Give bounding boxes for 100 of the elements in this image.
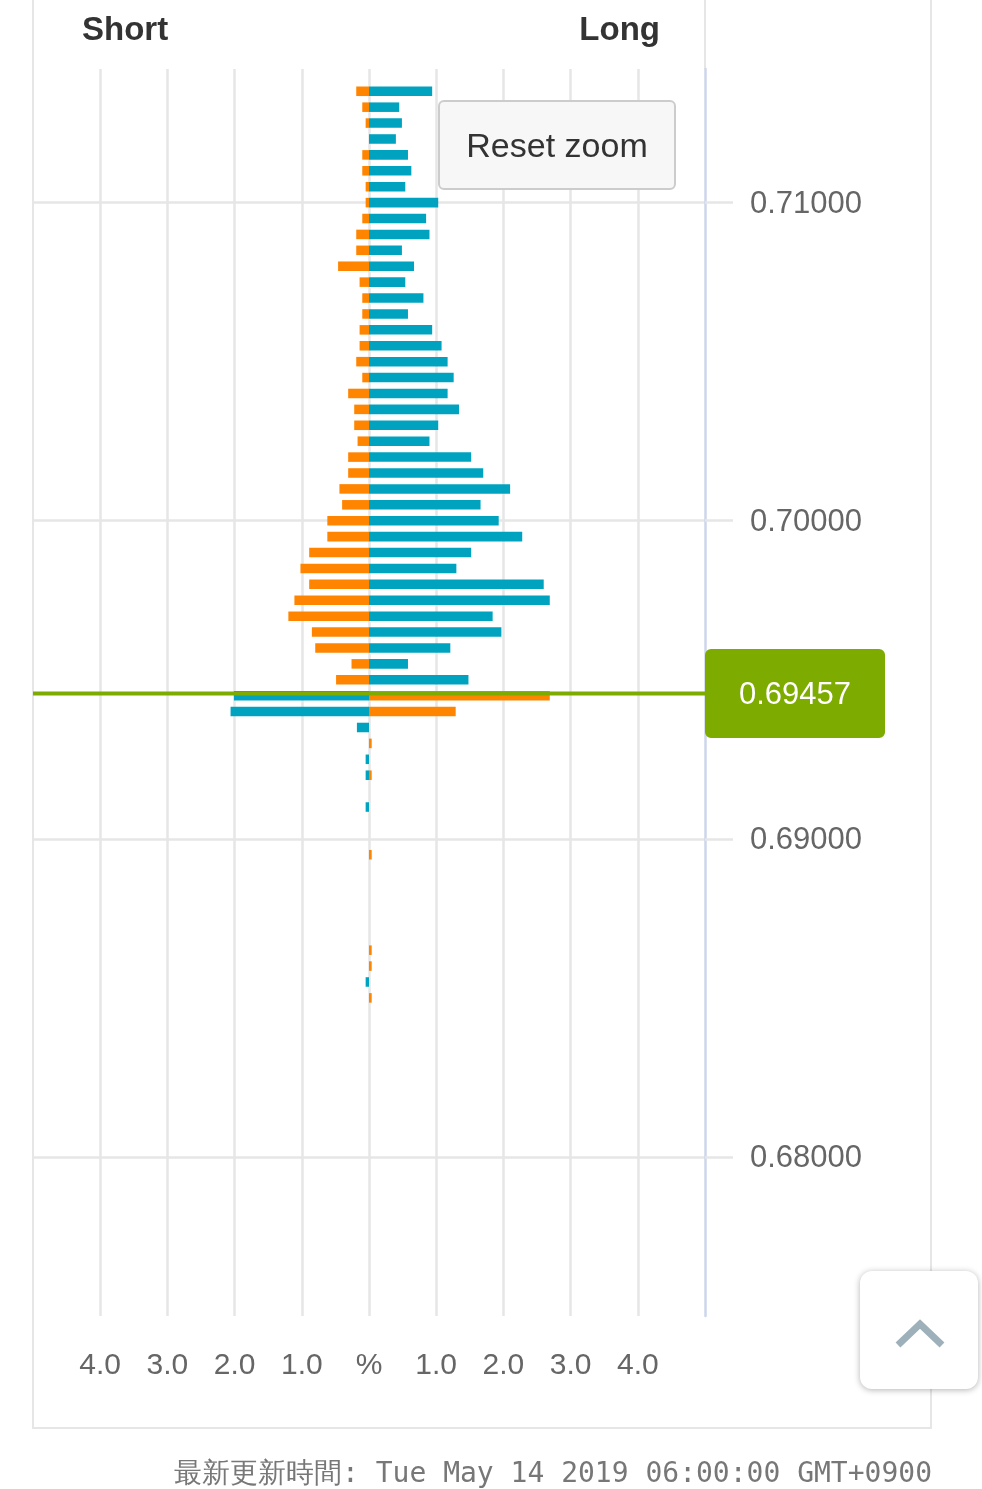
bar — [369, 452, 472, 462]
bar — [369, 531, 523, 542]
bar — [369, 627, 502, 637]
text: Short — [82, 9, 169, 47]
bar — [354, 420, 369, 431]
bar — [369, 181, 406, 192]
bar — [327, 531, 369, 542]
bar — [369, 277, 406, 287]
bar — [362, 102, 369, 112]
bar — [369, 436, 430, 446]
bar — [336, 675, 369, 685]
bar — [356, 86, 369, 97]
bar — [369, 738, 372, 749]
bar — [369, 563, 457, 574]
bar — [356, 356, 369, 367]
bar — [369, 388, 448, 399]
bar — [362, 166, 369, 176]
bar — [369, 961, 372, 971]
x-tick-label: % — [355, 1346, 383, 1380]
bar — [356, 245, 369, 256]
bar — [359, 277, 369, 287]
bar — [369, 372, 454, 383]
bar — [348, 468, 369, 478]
bar — [356, 229, 369, 240]
x-tick-label: 1.0 — [280, 1346, 323, 1380]
bar — [359, 340, 369, 351]
bar — [369, 309, 408, 319]
bar — [311, 627, 369, 637]
x-tick-label: 1.0 — [415, 1346, 458, 1380]
x-tick-label: 4.0 — [616, 1346, 659, 1380]
bar — [369, 849, 372, 860]
bar — [369, 611, 493, 621]
text: Long — [579, 9, 660, 47]
bar — [369, 261, 415, 271]
bar — [369, 213, 427, 224]
bar — [294, 595, 369, 606]
bar — [300, 563, 369, 574]
bar — [369, 515, 499, 526]
bar — [369, 293, 424, 303]
bar — [356, 722, 369, 733]
bar — [348, 388, 369, 399]
bar — [369, 468, 484, 478]
bar — [369, 484, 511, 494]
bar — [339, 484, 369, 494]
bar — [327, 515, 369, 526]
bar — [369, 86, 433, 97]
x-tick-label: 3.0 — [146, 1346, 189, 1380]
bar — [369, 420, 439, 431]
y-tick-label: 0.71000 — [750, 185, 863, 221]
bar — [362, 372, 369, 383]
bar — [369, 643, 451, 653]
bar — [369, 945, 372, 955]
bar — [369, 340, 442, 351]
bar — [369, 547, 472, 558]
bar — [365, 802, 369, 812]
bar — [362, 213, 369, 224]
bar — [288, 611, 369, 621]
bar — [342, 500, 369, 510]
bar — [362, 293, 369, 303]
bar — [369, 579, 544, 590]
bar — [309, 547, 369, 558]
bar — [369, 706, 456, 717]
bar — [348, 452, 369, 462]
text: 最新更新時間: Tue May 14 2019 06:00:00 GMT+0900 — [173, 1455, 932, 1489]
bar — [369, 197, 439, 208]
bar — [351, 659, 369, 669]
bar — [338, 261, 369, 271]
bar — [359, 325, 369, 335]
bar — [369, 134, 396, 144]
x-tick-label: 3.0 — [549, 1346, 592, 1380]
bar — [357, 436, 369, 446]
bar — [365, 977, 369, 987]
bar — [369, 229, 430, 240]
y-tick-label: 0.70000 — [750, 503, 863, 539]
ref-line-label: 0.69457 — [739, 675, 852, 711]
bar — [369, 166, 412, 176]
bar — [369, 102, 400, 112]
x-tick-label: 4.0 — [79, 1346, 122, 1380]
reset-zoom-button: Reset zoom — [438, 100, 676, 190]
bar — [362, 309, 369, 319]
y-tick-label: 0.68000 — [750, 1139, 863, 1175]
bar — [309, 579, 369, 590]
bar — [369, 356, 448, 367]
bar — [369, 118, 402, 128]
bar — [362, 150, 369, 160]
bar — [369, 245, 402, 256]
y-tick-label: 0.69000 — [750, 821, 863, 857]
bar — [369, 675, 469, 685]
bar — [369, 659, 408, 669]
bar — [369, 325, 433, 335]
bar — [369, 500, 481, 510]
bar — [369, 770, 372, 780]
bar — [365, 770, 369, 780]
bar — [369, 150, 408, 160]
bar — [365, 118, 369, 128]
bar — [369, 595, 550, 606]
bar — [369, 993, 372, 1003]
bar — [230, 706, 369, 717]
bar — [354, 404, 369, 415]
x-tick-label: 2.0 — [482, 1346, 525, 1380]
